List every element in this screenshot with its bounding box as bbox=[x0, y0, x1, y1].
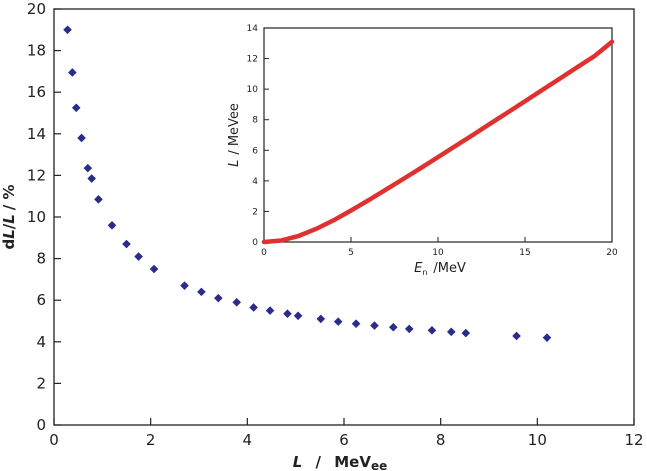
main-data-point bbox=[94, 195, 103, 204]
main-x-tick-label: 4 bbox=[243, 431, 253, 449]
main-data-point bbox=[63, 25, 72, 35]
main-data-point bbox=[71, 103, 81, 113]
inset-y-tick-label: 8 bbox=[252, 116, 258, 126]
main-y-tick-labels: 0 2 4 6 8 10 12 14 16 18 20 bbox=[27, 0, 46, 434]
inset-y-tick-label: 4 bbox=[252, 177, 258, 187]
main-data-point bbox=[87, 174, 96, 183]
main-y-axis-label: dL/L/ % bbox=[0, 184, 18, 249]
main-data-point bbox=[389, 322, 398, 332]
main-x-tick-label: 10 bbox=[528, 431, 547, 449]
main-x-axis-label-sub: ee bbox=[371, 459, 387, 471]
inset-x-axis-label-sub: n bbox=[422, 268, 427, 277]
main-y-tick-label: 12 bbox=[27, 166, 46, 184]
main-data-point bbox=[542, 333, 552, 342]
main-data-point bbox=[404, 324, 414, 334]
main-data-point bbox=[461, 328, 471, 338]
inset-x-tick-label: 20 bbox=[606, 248, 618, 258]
inset-y-tick-label: 12 bbox=[247, 55, 258, 65]
main-data-point bbox=[427, 326, 437, 335]
inset-y-axis-label-unit: / MeVee bbox=[227, 103, 242, 155]
inset-x-tick-label: 10 bbox=[432, 248, 444, 258]
main-data-points bbox=[63, 25, 552, 342]
main-data-point bbox=[447, 327, 456, 337]
main-data-point bbox=[249, 303, 258, 312]
main-y-tick-label: 0 bbox=[36, 416, 46, 434]
main-x-tick-labels: 0 2 4 6 8 10 12 bbox=[49, 431, 643, 449]
main-data-point bbox=[107, 221, 117, 230]
inset-y-tick-label: 10 bbox=[247, 85, 259, 95]
main-y-tick-label: 10 bbox=[27, 208, 46, 226]
main-data-point bbox=[333, 317, 343, 326]
main-data-point bbox=[351, 319, 361, 329]
main-data-point bbox=[512, 331, 521, 341]
main-data-point bbox=[197, 287, 206, 297]
main-x-axis-label-symbol: L bbox=[293, 453, 303, 471]
inset-y-tick-label: 6 bbox=[252, 146, 258, 156]
inset-y-tick-label: 14 bbox=[247, 24, 259, 34]
main-x-axis-label: L / MeVee bbox=[293, 453, 388, 471]
inset-x-tick-label: 15 bbox=[519, 248, 530, 258]
inset-y-axis-label-symbol: L bbox=[227, 160, 242, 167]
inset-y-tick-label: 2 bbox=[252, 207, 258, 217]
main-data-point bbox=[68, 68, 77, 77]
inset-x-tick-labels: 0 5 10 15 20 bbox=[261, 248, 618, 258]
main-y-tick-label: 16 bbox=[27, 83, 46, 101]
main-data-point bbox=[214, 293, 223, 303]
inset-y-axis-label: L / MeVee bbox=[227, 103, 242, 167]
main-data-point bbox=[134, 252, 143, 261]
main-data-point bbox=[265, 306, 275, 315]
main-x-tick-label: 6 bbox=[339, 431, 349, 449]
main-y-axis-label-l1: L bbox=[0, 229, 18, 239]
main-y-tick-label: 2 bbox=[36, 374, 46, 392]
inset-x-axis-label-symbol: E bbox=[414, 261, 423, 276]
main-x-axis-label-sep: / bbox=[316, 453, 322, 471]
main-y-axis-label-d: d bbox=[0, 239, 18, 250]
main-data-point bbox=[83, 163, 93, 173]
main-y-tick-label: 14 bbox=[27, 125, 46, 143]
main-data-point bbox=[232, 297, 241, 307]
main-data-point bbox=[370, 321, 379, 330]
inset-y-tick-label: 0 bbox=[252, 238, 258, 248]
main-data-point bbox=[283, 309, 292, 319]
main-y-tick-label: 6 bbox=[36, 291, 46, 309]
inset-x-axis-label-unit: /MeV bbox=[433, 261, 466, 276]
inset-y-tick-labels: 0 2 4 6 8 10 12 14 bbox=[247, 24, 259, 248]
main-data-point bbox=[293, 311, 303, 321]
main-y-tick-label: 20 bbox=[27, 0, 46, 18]
main-y-axis-label-unit: / % bbox=[0, 184, 18, 210]
inset-x-tick-label: 5 bbox=[348, 248, 354, 258]
main-y-tick-label: 4 bbox=[36, 333, 46, 351]
main-data-point bbox=[149, 264, 159, 274]
main-x-axis-label-unit: MeV bbox=[334, 453, 371, 471]
main-y-axis-label-slash: / bbox=[0, 223, 18, 229]
main-data-point bbox=[180, 281, 189, 290]
main-x-tick-label: 0 bbox=[49, 431, 59, 449]
main-data-point bbox=[77, 133, 86, 143]
inset-x-tick-label: 0 bbox=[261, 248, 267, 258]
inset-series-line bbox=[261, 39, 615, 245]
inset-x-axis-label: En/MeV bbox=[414, 261, 466, 277]
main-y-axis-label-l2: L bbox=[0, 214, 18, 224]
main-x-tick-label: 8 bbox=[436, 431, 446, 449]
main-y-tick-label: 18 bbox=[27, 42, 46, 60]
main-x-tick-label: 12 bbox=[624, 431, 643, 449]
inset-chart: 0 5 10 15 20 0 2 4 6 8 10 12 14 En/MeV L / MeVee bbox=[227, 24, 618, 277]
main-data-point bbox=[122, 239, 131, 249]
inset-plot-frame bbox=[263, 27, 613, 243]
main-x-tick-label: 2 bbox=[146, 431, 156, 449]
main-data-point bbox=[316, 314, 326, 324]
main-tick-marks bbox=[53, 8, 635, 426]
main-y-tick-label: 8 bbox=[36, 250, 46, 268]
